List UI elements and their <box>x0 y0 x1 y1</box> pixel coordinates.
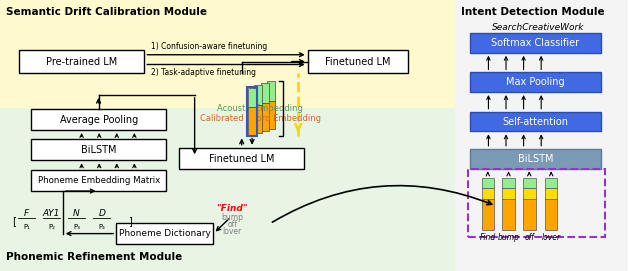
Text: Pre-trained LM: Pre-trained LM <box>46 57 117 67</box>
Text: N: N <box>73 209 80 218</box>
Text: Phoneme Dictionary: Phoneme Dictionary <box>119 229 211 238</box>
FancyBboxPatch shape <box>470 33 602 53</box>
Text: "Find": "Find" <box>216 204 248 213</box>
Text: Softmax Classifier: Softmax Classifier <box>492 38 580 48</box>
Text: F: F <box>24 209 29 218</box>
Text: Finetuned LM: Finetuned LM <box>325 57 390 67</box>
Text: ]: ] <box>128 216 132 226</box>
FancyBboxPatch shape <box>523 188 536 199</box>
FancyBboxPatch shape <box>470 112 602 131</box>
Text: 2) Task-adaptive finetuning: 2) Task-adaptive finetuning <box>150 68 255 77</box>
FancyBboxPatch shape <box>116 223 214 244</box>
FancyBboxPatch shape <box>481 188 494 199</box>
Text: AY1: AY1 <box>43 209 60 218</box>
Text: Average Pooling: Average Pooling <box>60 115 138 124</box>
FancyBboxPatch shape <box>254 85 262 105</box>
Text: Self-attention: Self-attention <box>502 117 568 127</box>
FancyBboxPatch shape <box>470 72 602 92</box>
Text: Intent Detection Module: Intent Detection Module <box>461 7 605 17</box>
FancyBboxPatch shape <box>308 50 408 73</box>
Text: bump: bump <box>221 213 243 222</box>
FancyBboxPatch shape <box>481 178 494 188</box>
FancyBboxPatch shape <box>0 0 455 108</box>
Text: D: D <box>99 209 105 218</box>
Text: P₂: P₂ <box>48 224 55 230</box>
FancyBboxPatch shape <box>260 83 269 103</box>
Text: Phonemic Refinement Module: Phonemic Refinement Module <box>6 251 182 262</box>
FancyBboxPatch shape <box>19 50 145 73</box>
Text: off: off <box>227 220 237 230</box>
Text: P₁: P₁ <box>23 224 30 230</box>
FancyBboxPatch shape <box>545 199 557 230</box>
Text: Finetuned LM: Finetuned LM <box>209 154 275 163</box>
FancyBboxPatch shape <box>502 188 515 199</box>
FancyBboxPatch shape <box>31 170 166 191</box>
FancyBboxPatch shape <box>248 88 256 107</box>
FancyBboxPatch shape <box>31 109 166 130</box>
Text: 1) Confusion-aware finetuning: 1) Confusion-aware finetuning <box>150 43 267 51</box>
FancyBboxPatch shape <box>545 188 557 199</box>
Text: BiLSTM: BiLSTM <box>81 145 116 155</box>
Text: P₃: P₃ <box>73 224 80 230</box>
Text: Phoneme Embedding Matrix: Phoneme Embedding Matrix <box>38 176 160 185</box>
Text: off: off <box>524 233 534 242</box>
Text: Semantic Drift Calibration Module: Semantic Drift Calibration Module <box>6 7 207 17</box>
FancyBboxPatch shape <box>470 149 602 169</box>
Text: bump: bump <box>497 233 520 242</box>
Text: BiLSTM: BiLSTM <box>518 154 553 164</box>
FancyBboxPatch shape <box>254 105 262 133</box>
FancyBboxPatch shape <box>502 178 515 188</box>
Text: Find: Find <box>480 233 496 242</box>
Text: lover: lover <box>223 227 242 237</box>
Text: lover: lover <box>541 233 561 242</box>
FancyBboxPatch shape <box>523 178 536 188</box>
FancyBboxPatch shape <box>267 81 275 101</box>
FancyBboxPatch shape <box>455 0 628 271</box>
FancyBboxPatch shape <box>0 108 455 271</box>
Text: P₄: P₄ <box>99 224 105 230</box>
FancyBboxPatch shape <box>481 199 494 230</box>
FancyBboxPatch shape <box>179 148 305 169</box>
FancyBboxPatch shape <box>523 199 536 230</box>
FancyBboxPatch shape <box>260 103 269 131</box>
FancyBboxPatch shape <box>31 139 166 160</box>
FancyBboxPatch shape <box>502 199 515 230</box>
Text: SearchCreativeWork: SearchCreativeWork <box>492 22 585 32</box>
Text: Acoustic Embedding: Acoustic Embedding <box>216 104 303 113</box>
Text: [: [ <box>13 216 17 226</box>
FancyBboxPatch shape <box>545 178 557 188</box>
Text: Calibrated  Word Embedding: Calibrated Word Embedding <box>200 114 321 123</box>
Text: Max Pooling: Max Pooling <box>506 77 565 87</box>
FancyBboxPatch shape <box>267 101 275 129</box>
FancyBboxPatch shape <box>248 107 256 136</box>
